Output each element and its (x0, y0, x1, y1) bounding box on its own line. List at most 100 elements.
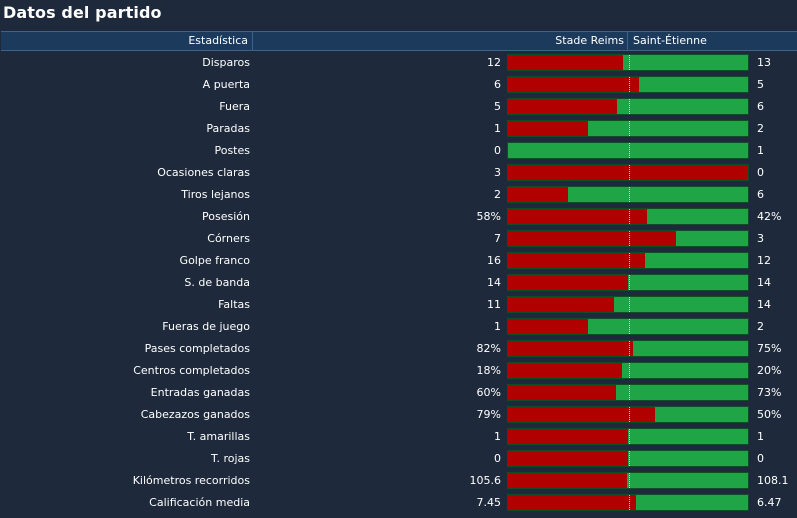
home-value: 105.6 (469, 474, 502, 487)
comparison-bar (507, 230, 749, 247)
stat-label: Centros completados (133, 364, 250, 377)
bar-midline (629, 407, 630, 422)
stat-row: Entradas ganadas 60% 73% (0, 382, 797, 404)
home-bar-fill (508, 231, 676, 246)
away-value: 50% (757, 408, 782, 421)
bar-midline (629, 341, 630, 356)
bar-midline (629, 187, 630, 202)
stat-row: T. amarillas 1 1 (0, 426, 797, 448)
stat-label: Disparos (202, 56, 250, 69)
home-bar-fill (508, 473, 627, 488)
comparison-bar (507, 494, 749, 511)
stat-row: Tiros lejanos 2 6 (0, 184, 797, 206)
stat-row: Paradas 1 2 (0, 118, 797, 140)
bar-midline (629, 231, 630, 246)
home-value: 7 (494, 232, 501, 245)
home-value: 18% (476, 364, 501, 377)
stat-label: Posesión (202, 210, 250, 223)
bar-midline (629, 143, 630, 158)
stat-label: Entradas ganadas (150, 386, 250, 399)
stat-row: T. rojas 0 0 (0, 448, 797, 470)
away-value: 13 (757, 56, 771, 69)
home-value: 0 (494, 452, 501, 465)
stat-row: Fuera 5 6 (0, 96, 797, 118)
away-value: 20% (757, 364, 782, 377)
table-header: Estadística Stade Reims Saint-Étienne (1, 31, 797, 51)
home-bar-fill (508, 253, 645, 268)
comparison-bar (507, 164, 749, 181)
bar-midline (629, 451, 630, 466)
home-value: 60% (476, 386, 501, 399)
home-value: 2 (494, 188, 501, 201)
stat-label: Postes (214, 144, 250, 157)
header-home-team[interactable]: Stade Reims (254, 32, 628, 50)
comparison-bar (507, 54, 749, 71)
home-value: 12 (487, 56, 501, 69)
comparison-bar (507, 450, 749, 467)
stat-row: Faltas 11 14 (0, 294, 797, 316)
stat-label: Golpe franco (179, 254, 250, 267)
away-value: 108.1 (757, 474, 789, 487)
stat-label: Faltas (218, 298, 250, 311)
away-value: 6.47 (757, 496, 782, 509)
bar-midline (629, 385, 630, 400)
comparison-bar (507, 362, 749, 379)
home-value: 6 (494, 78, 501, 91)
away-value: 75% (757, 342, 782, 355)
stat-label: T. amarillas (187, 430, 250, 443)
home-bar-fill (508, 121, 588, 136)
home-value: 1 (494, 430, 501, 443)
home-bar-fill (508, 275, 628, 290)
away-value: 6 (757, 100, 764, 113)
bar-midline (629, 275, 630, 290)
comparison-bar (507, 252, 749, 269)
stat-row: Cabezazos ganados 79% 50% (0, 404, 797, 426)
stat-row: Disparos 12 13 (0, 52, 797, 74)
stat-row: Centros completados 18% 20% (0, 360, 797, 382)
home-value: 82% (476, 342, 501, 355)
home-bar-fill (508, 297, 614, 312)
comparison-bar (507, 120, 749, 137)
home-value: 3 (494, 166, 501, 179)
away-value: 1 (757, 430, 764, 443)
bar-midline (629, 253, 630, 268)
header-stat[interactable]: Estadística (1, 32, 253, 50)
header-away-team[interactable]: Saint-Étienne (633, 34, 707, 47)
bar-midline (629, 55, 630, 70)
away-value: 2 (757, 320, 764, 333)
comparison-bar (507, 98, 749, 115)
stat-row: Posesión 58% 42% (0, 206, 797, 228)
home-bar-fill (508, 407, 655, 422)
stat-label: Paradas (206, 122, 250, 135)
home-value: 16 (487, 254, 501, 267)
comparison-bar (507, 384, 749, 401)
away-value: 3 (757, 232, 764, 245)
stat-row: Calificación media 7.45 6.47 (0, 492, 797, 514)
comparison-bar (507, 428, 749, 445)
comparison-bar (507, 472, 749, 489)
stat-label: Fuera (219, 100, 250, 113)
comparison-bar (507, 406, 749, 423)
away-value: 6 (757, 188, 764, 201)
bar-midline (629, 429, 630, 444)
stat-row: Ocasiones claras 3 0 (0, 162, 797, 184)
comparison-bar (507, 186, 749, 203)
stat-row: Pases completados 82% 75% (0, 338, 797, 360)
away-value: 0 (757, 452, 764, 465)
comparison-bar (507, 296, 749, 313)
home-value: 0 (494, 144, 501, 157)
away-value: 14 (757, 298, 771, 311)
comparison-bar (507, 142, 749, 159)
page-title: Datos del partido (3, 3, 162, 22)
stat-row: A puerta 6 5 (0, 74, 797, 96)
stat-label: Calificación media (149, 496, 250, 509)
stat-row: Golpe franco 16 12 (0, 250, 797, 272)
stat-label: S. de banda (184, 276, 250, 289)
bar-midline (629, 319, 630, 334)
away-value: 1 (757, 144, 764, 157)
home-bar-fill (508, 341, 633, 356)
home-bar-fill (508, 319, 588, 334)
home-bar-fill (508, 55, 623, 70)
home-value: 14 (487, 276, 501, 289)
stat-label: Kilómetros recorridos (132, 474, 250, 487)
